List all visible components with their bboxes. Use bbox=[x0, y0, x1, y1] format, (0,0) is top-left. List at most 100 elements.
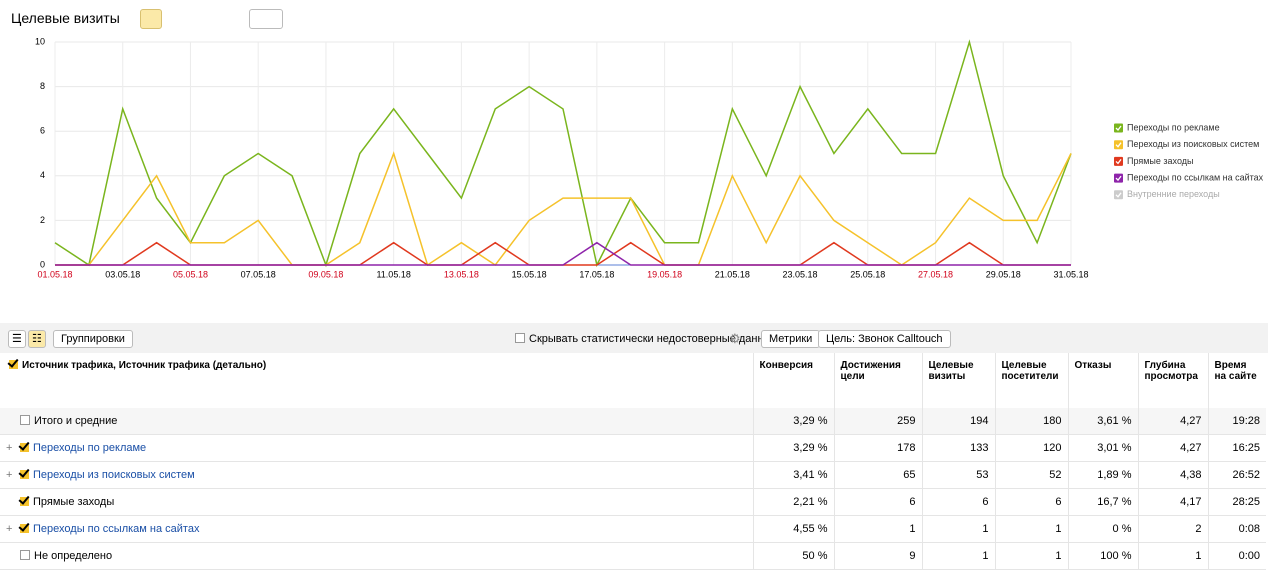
x-tick-label: 21.05.18 bbox=[715, 269, 750, 279]
x-tick-label: 17.05.18 bbox=[579, 269, 614, 279]
table-cell: 259 bbox=[833, 408, 922, 435]
data-table: Источник трафика, Источник трафика (дета… bbox=[0, 353, 1266, 570]
row-name[interactable]: Переходы по рекламе bbox=[33, 442, 147, 454]
table-cell: 53 bbox=[921, 461, 995, 489]
table-row: Прямые заходы 2,21 % 6 6 6 16,7 % 4,17 28:25 bbox=[0, 488, 1266, 516]
x-tick-label: 05.05.18 bbox=[173, 269, 208, 279]
legend-item[interactable]: Переходы по ссылкам на сайтах bbox=[1114, 172, 1264, 183]
series-line bbox=[54, 39, 1072, 268]
table-cell: 133 bbox=[921, 434, 995, 462]
column-header: Глубина просмотра bbox=[1137, 353, 1208, 408]
row-checkbox bbox=[20, 470, 29, 479]
table-cell: 4,38 bbox=[1137, 461, 1208, 489]
x-tick-label: 11.05.18 bbox=[376, 269, 410, 279]
table-cell: 1 bbox=[1137, 542, 1208, 570]
table-row: + Переходы по рекламе 3,29 % 178 133 120 3,01 … bbox=[0, 434, 1266, 462]
x-tick-label: 23.05.18 bbox=[783, 269, 818, 279]
table-cell: 6 bbox=[921, 488, 995, 516]
area-icon[interactable] bbox=[167, 9, 187, 27]
table-cell: 1 bbox=[921, 542, 995, 570]
x-tick-label: 01.05.18 bbox=[37, 269, 72, 279]
header: Целевые визиты bbox=[0, 0, 1268, 36]
table-cell: 28:25 bbox=[1207, 488, 1266, 516]
tree-view[interactable]: ☷ bbox=[28, 330, 46, 348]
legend-label: Внутренние переходы bbox=[1127, 189, 1220, 199]
row-checkbox bbox=[20, 550, 30, 560]
legend-swatch bbox=[1114, 173, 1123, 183]
y-tick-label: 2 bbox=[40, 215, 45, 225]
legend-item[interactable]: Переходы из поисковых систем bbox=[1114, 139, 1259, 150]
legend-label: Прямые заходы bbox=[1127, 156, 1193, 166]
legend-check bbox=[1115, 125, 1122, 131]
table-cell: 65 bbox=[833, 461, 922, 489]
row-checkbox bbox=[20, 415, 30, 425]
row-name-cell: Не определено bbox=[0, 542, 753, 570]
x-tick-label: 25.05.18 bbox=[850, 269, 885, 279]
expand-toggle[interactable]: + bbox=[6, 442, 13, 454]
table-cell: 9 bbox=[833, 542, 922, 570]
y-tick-label: 4 bbox=[40, 170, 45, 180]
table-cell: 120 bbox=[994, 434, 1068, 462]
pie-icon[interactable] bbox=[115, 9, 135, 27]
expand-toggle[interactable]: + bbox=[6, 469, 13, 481]
series-line bbox=[55, 241, 1071, 266]
x-tick-label: 03.05.18 bbox=[105, 269, 140, 279]
legend-label: Переходы по рекламе bbox=[1127, 122, 1220, 132]
legend-item[interactable]: Внутренние переходы bbox=[1114, 189, 1220, 200]
goal-select[interactable]: Цель: Звонок Calltouch bbox=[818, 330, 951, 348]
list-view[interactable]: ☰ bbox=[8, 330, 26, 348]
line-icon[interactable] bbox=[140, 9, 162, 29]
table-cell: 180 bbox=[994, 408, 1068, 435]
table-row: + Переходы по ссылкам на сайтах 4,55 % 1 1 1 0… bbox=[0, 515, 1266, 543]
dimension-header: Источник трафика, Источник трафика (дета… bbox=[0, 353, 753, 408]
row-name-cell: + Переходы по ссылкам на сайтах bbox=[0, 515, 753, 543]
table-cell: 52 bbox=[994, 461, 1068, 489]
legend-item[interactable]: Переходы по рекламе bbox=[1114, 122, 1220, 133]
table-cell: 19:28 bbox=[1207, 408, 1266, 435]
table-cell: 2,21 % bbox=[752, 488, 834, 516]
column-header: Отказы bbox=[1067, 353, 1138, 408]
map-icon[interactable] bbox=[219, 9, 239, 27]
expand-toggle[interactable]: + bbox=[6, 523, 13, 535]
table-cell: 3,29 % bbox=[752, 408, 834, 435]
row-checkbox bbox=[20, 524, 29, 533]
table-cell: 3,61 % bbox=[1067, 408, 1138, 435]
table-cell: 16,7 % bbox=[1067, 488, 1138, 516]
y-tick-label: 10 bbox=[35, 36, 45, 46]
legend-item[interactable]: Прямые заходы bbox=[1114, 156, 1193, 166]
table-row: + Переходы из поисковых систем 3,41 % 65 53 5… bbox=[0, 461, 1266, 489]
x-tick-label: 09.05.18 bbox=[308, 269, 343, 279]
legend-swatch bbox=[1114, 156, 1123, 166]
bar-icon[interactable] bbox=[193, 9, 213, 27]
row-name-cell: + Переходы по рекламе bbox=[0, 434, 753, 462]
table-cell: 4,27 bbox=[1137, 408, 1208, 435]
x-tick-label: 27.05.18 bbox=[918, 269, 953, 279]
settings-icon[interactable]: ⚙ bbox=[729, 331, 741, 346]
y-tick-label: 8 bbox=[40, 81, 45, 91]
legend-check bbox=[1115, 175, 1122, 182]
hide-unreliable[interactable]: Скрывать статистически недостоверные дан… bbox=[515, 333, 773, 345]
x-tick-label: 15.05.18 bbox=[512, 269, 547, 279]
table-cell: 2 bbox=[1137, 515, 1208, 543]
table-toolbar: ☰ ☷ Группировки Скрывать статистически н… bbox=[0, 323, 1268, 353]
table-cell: 16:25 bbox=[1207, 434, 1266, 462]
column-header: Достижения цели bbox=[833, 353, 922, 408]
table-cell: 0:00 bbox=[1207, 542, 1266, 570]
row-name[interactable]: Переходы из поисковых систем bbox=[33, 469, 195, 481]
table-cell: 100 % bbox=[1067, 542, 1138, 570]
row-name[interactable]: Переходы по ссылкам на сайтах bbox=[33, 523, 200, 535]
y-tick-label: 0 bbox=[40, 259, 45, 269]
table-cell: 3,41 % bbox=[752, 461, 834, 489]
table-cell: 1,89 % bbox=[1067, 461, 1138, 489]
table-cell: 0:08 bbox=[1207, 515, 1266, 543]
table-row: Не определено 50 % 9 1 1 100 % 1 0:00 bbox=[0, 542, 1266, 570]
table-cell: 194 bbox=[921, 408, 995, 435]
table-cell: 1 bbox=[994, 542, 1068, 570]
groupings-button[interactable]: Группировки bbox=[53, 330, 133, 348]
legend-swatch bbox=[1114, 190, 1123, 200]
annotation-select[interactable] bbox=[249, 9, 283, 29]
row-name-cell: Итого и средние bbox=[0, 408, 753, 435]
chart: 0 2 4 6 8 10 01.05.18 03.05.18 05.05.18 07.05.18 0… bbox=[35, 36, 1264, 279]
metrics-button[interactable]: Метрики bbox=[761, 330, 821, 348]
